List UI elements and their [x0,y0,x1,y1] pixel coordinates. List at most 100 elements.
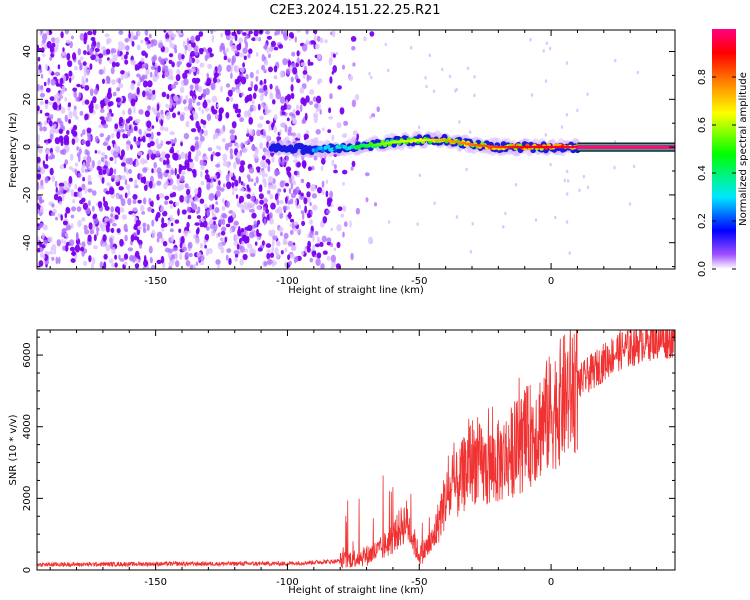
noise-speckle [296,50,300,57]
noise-speckle [281,160,285,166]
noise-speckle [123,71,129,79]
noise-speckle [180,142,183,147]
noise-speckle [328,107,332,114]
noise-speckle [227,58,231,63]
noise-speckle [144,37,149,42]
noise-speckle [113,143,118,151]
noise-speckle [165,179,169,187]
noise-speckle [196,252,202,257]
noise-speckle [161,227,165,232]
noise-speckle [78,91,82,99]
noise-speckle [250,195,255,202]
noise-speckle [127,92,133,100]
noise-speckle [91,160,95,169]
noise-speckle [53,123,57,128]
noise-speckle [293,159,299,164]
noise-speckle [197,68,200,75]
noise-speckle [268,53,271,59]
noise-speckle [258,88,265,94]
signal-peak [397,140,403,143]
y-tick-label: 40 [22,45,33,58]
noise-speckle [174,252,178,260]
noise-speckle [123,261,128,266]
noise-speckle [79,33,85,41]
noise-speckle [247,87,252,92]
signal-peak [355,145,361,148]
noise-speckle [100,226,106,232]
noise-speckle [66,52,71,61]
noise-speckle [64,212,68,219]
noise-speckle [261,64,266,71]
noise-speckle [87,181,93,185]
noise-speckle [127,198,132,206]
noise-speckle [74,183,78,190]
noise-speckle [325,209,331,214]
noise-speckle [136,44,141,51]
noise-speckle [158,56,162,63]
noise-speckle [284,261,288,268]
noise-speckle [41,33,48,42]
noise-speckle [321,235,327,243]
noise-speckle [125,157,131,165]
noise-speckle [114,158,117,165]
noise-speckle [168,103,173,109]
noise-speckle [143,224,146,231]
noise-speckle [351,46,356,51]
noise-speckle [159,192,164,199]
noise-speckle [182,72,188,80]
steady-band-core [577,144,675,150]
noise-speckle [307,166,312,171]
noise-speckle [77,187,83,192]
noise-speckle [115,62,120,67]
noise-speckle [169,204,173,209]
noise-speckle [87,200,91,207]
noise-speckle [37,173,40,179]
noise-speckle [320,263,325,269]
signal-peak [384,141,390,145]
x-tick-label: -150 [144,577,167,588]
noise-speckle [76,146,79,151]
noise-speckle [286,117,290,122]
noise-speckle [150,39,154,48]
noise-speckle [231,121,237,129]
noise-speckle [71,206,77,212]
noise-speckle [258,193,264,200]
noise-speckle [179,252,183,261]
noise-speckle [120,74,124,81]
noise-speckle [121,214,127,220]
noise-speckle [213,72,219,78]
noise-speckle [473,75,476,79]
noise-speckle [330,242,334,248]
noise-speckle [47,236,53,243]
noise-speckle [56,99,61,106]
noise-speckle [160,236,164,244]
noise-speckle [246,201,252,209]
noise-speckle [90,54,96,61]
noise-speckle [245,74,249,80]
noise-speckle [186,37,190,46]
noise-speckle [65,232,69,238]
noise-speckle [55,92,61,101]
noise-speckle [238,195,245,203]
snr-y-axis-label: SNR (10 * v/v) [8,414,19,485]
noise-speckle [89,88,94,97]
noise-speckle [303,133,309,140]
noise-speckle [295,255,299,263]
noise-speckle [48,101,53,106]
noise-speckle [224,236,228,243]
noise-speckle [266,252,271,260]
noise-speckle [60,214,63,221]
noise-speckle [198,31,204,37]
noise-speckle [48,120,53,127]
noise-speckle [109,157,114,161]
signal-peak [363,144,369,148]
signal-peak [464,142,470,146]
noise-speckle [614,58,617,63]
noise-speckle [226,30,231,36]
noise-speckle [39,68,43,73]
noise-speckle [167,172,172,180]
noise-speckle [221,212,227,218]
noise-speckle [37,44,40,50]
noise-speckle [220,32,224,38]
noise-speckle [314,103,319,109]
